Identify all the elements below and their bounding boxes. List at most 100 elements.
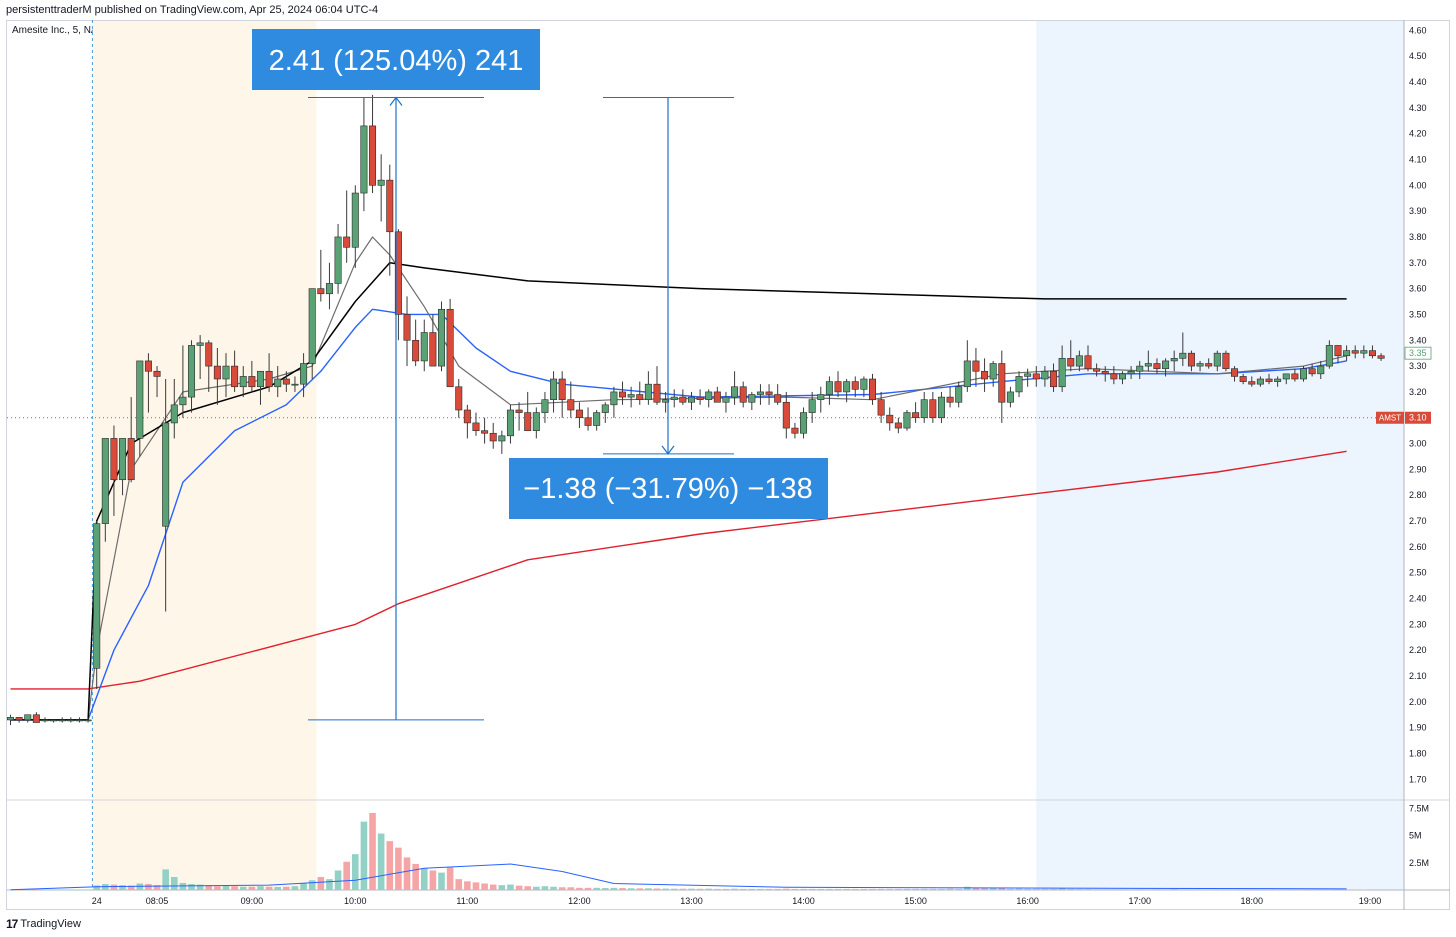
volume-bar — [214, 886, 221, 890]
candle-body — [1300, 368, 1308, 380]
volume-bar — [1145, 889, 1152, 890]
candle-body — [765, 391, 773, 395]
volume-bar — [1179, 889, 1187, 890]
candle-body — [1368, 350, 1376, 357]
candle-body — [1377, 355, 1385, 359]
candle-body — [515, 409, 523, 413]
candle-body — [739, 386, 747, 403]
volume-bar — [731, 888, 738, 890]
candle-body — [1205, 363, 1213, 367]
price-tick-label: 1.90 — [1409, 723, 1427, 733]
ma-price-tag-bg — [1404, 346, 1432, 360]
candle — [644, 371, 652, 405]
volume-bar — [688, 888, 695, 890]
candle-body — [369, 125, 377, 186]
candle-body — [1058, 358, 1066, 388]
candle-body — [972, 360, 980, 372]
candle-body — [998, 363, 1006, 403]
candle — [308, 288, 316, 380]
candle — [325, 262, 333, 310]
candle — [162, 379, 170, 612]
candle-body — [929, 399, 937, 419]
volume-bar — [317, 876, 325, 890]
candle — [1231, 366, 1239, 382]
candle — [1282, 373, 1290, 385]
volume-bar — [955, 888, 962, 890]
candle — [1162, 358, 1170, 377]
price-tick-label: 4.20 — [1409, 129, 1427, 139]
postmarket-session-bg — [1036, 21, 1404, 890]
candle-body — [636, 394, 644, 400]
candle-body — [1118, 373, 1126, 380]
candle-body — [756, 391, 764, 395]
volume-bar — [1291, 889, 1299, 891]
volume-bar — [188, 884, 195, 890]
time-tick-label: 17:00 — [1128, 896, 1151, 906]
candle — [369, 94, 377, 194]
volume-bar — [998, 887, 1006, 890]
volume-bar — [765, 888, 773, 890]
candle — [50, 719, 58, 723]
candle — [300, 353, 308, 398]
candle — [1136, 360, 1144, 380]
candle — [265, 353, 273, 392]
candle — [1351, 345, 1359, 359]
volume-bar — [567, 887, 575, 890]
volume-bar — [903, 888, 911, 890]
candle-body — [481, 430, 489, 434]
candle-body — [1110, 373, 1118, 380]
candle-body — [446, 308, 454, 388]
candle — [731, 371, 739, 405]
volume-bar — [1196, 889, 1204, 890]
volume-bar — [912, 888, 919, 890]
candle — [1118, 371, 1126, 385]
volume-bar — [826, 888, 833, 890]
candle — [1291, 368, 1299, 382]
candle — [1213, 350, 1221, 372]
price-tick-label: 3.80 — [1409, 232, 1427, 242]
candle-body — [981, 370, 989, 380]
candle — [282, 371, 290, 392]
candle — [1196, 360, 1204, 372]
volume-bar — [1093, 889, 1100, 890]
price-tick-label: 4.40 — [1409, 77, 1427, 87]
volume-bar — [1360, 889, 1368, 891]
volume-bar — [93, 885, 100, 890]
measure-down-arrow-icon — [661, 445, 675, 455]
volume-bar — [1188, 889, 1195, 890]
candle — [1187, 350, 1195, 372]
candle-body — [1351, 350, 1359, 354]
volume-bar — [438, 872, 445, 890]
volume-bar — [645, 888, 652, 890]
candle-body — [455, 386, 463, 411]
tradingview-logo-icon: 17 — [6, 917, 18, 931]
volume-bar — [179, 882, 187, 890]
time-tick-label: 24 — [92, 896, 102, 906]
candle-body — [75, 719, 83, 722]
volume-bar — [929, 888, 937, 890]
volume-bar — [739, 888, 747, 890]
volume-bar — [119, 885, 126, 890]
volume-bar — [33, 889, 40, 891]
candle — [446, 298, 454, 388]
volume-bar — [170, 876, 178, 890]
candle-body — [213, 365, 221, 380]
price-tick-label: 2.90 — [1409, 464, 1427, 474]
candle — [825, 376, 833, 405]
candle — [24, 714, 32, 723]
candle — [1360, 345, 1368, 359]
candle — [386, 164, 394, 276]
volume-bar — [1300, 889, 1307, 891]
candle-body — [308, 288, 316, 364]
candle — [851, 376, 859, 398]
volume-bar — [248, 886, 256, 890]
price-tick-label: 3.30 — [1409, 361, 1427, 371]
candle — [15, 717, 23, 723]
candle — [1058, 345, 1066, 392]
volume-bar — [851, 888, 859, 890]
volume-bar — [481, 883, 488, 890]
volume-bar — [679, 888, 687, 890]
candle-body — [50, 719, 58, 722]
candle — [498, 430, 506, 454]
